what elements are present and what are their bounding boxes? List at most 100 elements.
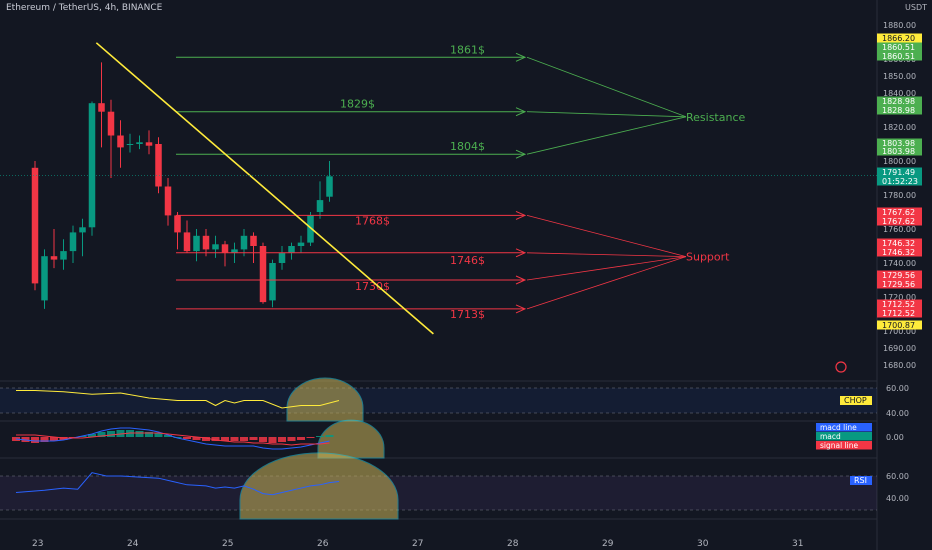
candle-body	[222, 244, 229, 253]
y-tick-label: 1780.00	[883, 191, 916, 200]
candle-body	[70, 232, 77, 251]
candle-body	[79, 227, 86, 232]
chop-tag: CHOP	[844, 396, 867, 405]
macd-legend-label: signal line	[820, 441, 858, 450]
resistance-annotation: Resistance	[686, 111, 746, 124]
support-label: 1768$	[355, 214, 390, 227]
macd-histogram-bar	[250, 437, 258, 440]
x-tick-label: 28	[507, 539, 519, 549]
chop-tick: 60.00	[886, 384, 909, 393]
macd-histogram-bar	[259, 437, 267, 442]
price-tag: 1746.32	[882, 239, 915, 248]
chart-marker-icon	[836, 362, 846, 372]
macd-histogram-bar	[307, 437, 315, 438]
price-tag: 1700.87	[882, 321, 915, 330]
candle-body	[317, 200, 324, 212]
x-tick-label: 31	[792, 539, 803, 549]
x-tick-label: 29	[602, 539, 614, 549]
price-tag: 1860.51	[882, 43, 915, 52]
x-tick-label: 24	[127, 539, 139, 549]
macd-histogram-bar	[136, 431, 144, 437]
chop-highlight	[287, 378, 363, 421]
candle-body	[41, 256, 48, 300]
candle-body	[231, 249, 238, 252]
y-tick-label: 1850.00	[883, 72, 916, 81]
candle-body	[326, 176, 333, 196]
candle-body	[146, 142, 153, 145]
candle-body	[136, 142, 143, 144]
candle-body	[193, 236, 200, 251]
candle-body	[127, 144, 134, 145]
support-annotation: Support	[686, 251, 730, 264]
candle-body	[117, 136, 124, 148]
resistance-pointer	[527, 117, 686, 154]
support-pointer	[527, 215, 686, 256]
macd-histogram-bar	[326, 435, 334, 437]
macd-histogram-bar	[240, 437, 248, 441]
resistance-label: 1804$	[450, 140, 485, 153]
candle-body	[51, 256, 58, 259]
rsi-tag: RSI	[854, 476, 867, 485]
candle-body	[279, 253, 286, 263]
candle-body	[288, 246, 295, 253]
y-tick-label: 1800.00	[883, 157, 916, 166]
price-tag: 1746.32	[882, 248, 915, 257]
candle-body	[98, 103, 105, 112]
candle-body	[60, 251, 67, 260]
y-tick-label: 1680.00	[883, 361, 916, 370]
candle-body	[89, 103, 96, 227]
price-tag: 1729.56	[882, 280, 915, 289]
currency-label: USDT	[905, 3, 927, 12]
y-tick-label: 1820.00	[883, 123, 916, 132]
candle-body	[212, 244, 219, 249]
chop-band	[0, 388, 877, 413]
candle-body	[269, 263, 276, 300]
y-tick-label: 1740.00	[883, 259, 916, 268]
price-tag: 1729.56	[882, 271, 915, 280]
support-pointer	[527, 257, 686, 309]
macd-histogram-bar	[316, 436, 324, 437]
candle-body	[174, 215, 181, 232]
price-tag: 1803.98	[882, 147, 915, 156]
candle-body	[250, 236, 257, 246]
x-tick-label: 25	[222, 539, 233, 549]
macd-histogram-bar	[297, 437, 305, 440]
macd-histogram-bar	[31, 437, 39, 443]
candle-body	[155, 144, 162, 187]
price-tag: 1866.20	[882, 34, 915, 43]
symbol-title: Ethereum / TetherUS, 4h, BINANCE	[6, 3, 162, 13]
resistance-label: 1829$	[340, 98, 375, 111]
price-tag: 1767.62	[882, 217, 915, 226]
price-tag: 1712.52	[882, 309, 915, 318]
price-tag: 1860.51	[882, 52, 915, 61]
resistance-pointer	[527, 57, 686, 117]
support-pointer	[527, 253, 686, 257]
price-tag: 1712.52	[882, 300, 915, 309]
macd-highlight	[318, 420, 384, 458]
support-label: 1746$	[450, 254, 485, 267]
rsi-tick: 60.00	[886, 472, 909, 481]
macd-histogram-bar	[269, 437, 277, 443]
rsi-tick: 40.00	[886, 494, 909, 503]
macd-histogram-bar	[278, 437, 286, 442]
candle-body	[32, 168, 39, 284]
candle-body	[241, 236, 248, 250]
x-tick-label: 27	[412, 539, 423, 549]
chop-tick: 40.00	[886, 409, 909, 418]
y-tick-label: 1760.00	[883, 225, 916, 234]
macd-histogram-bar	[288, 437, 296, 441]
rsi-band	[0, 476, 877, 510]
candle-body	[298, 243, 305, 246]
price-tag: 1828.98	[882, 106, 915, 115]
x-tick-label: 23	[32, 539, 43, 549]
price-tag: 1828.98	[882, 97, 915, 106]
macd-legend-label: macd line	[820, 423, 857, 432]
rsi-highlight	[240, 453, 398, 519]
macd-histogram-bar	[183, 437, 191, 439]
x-tick-label: 30	[697, 539, 709, 549]
macd-histogram-bar	[107, 431, 115, 437]
candle-body	[165, 187, 172, 216]
candle-body	[203, 236, 210, 250]
macd-legend-label: macd	[820, 432, 841, 441]
